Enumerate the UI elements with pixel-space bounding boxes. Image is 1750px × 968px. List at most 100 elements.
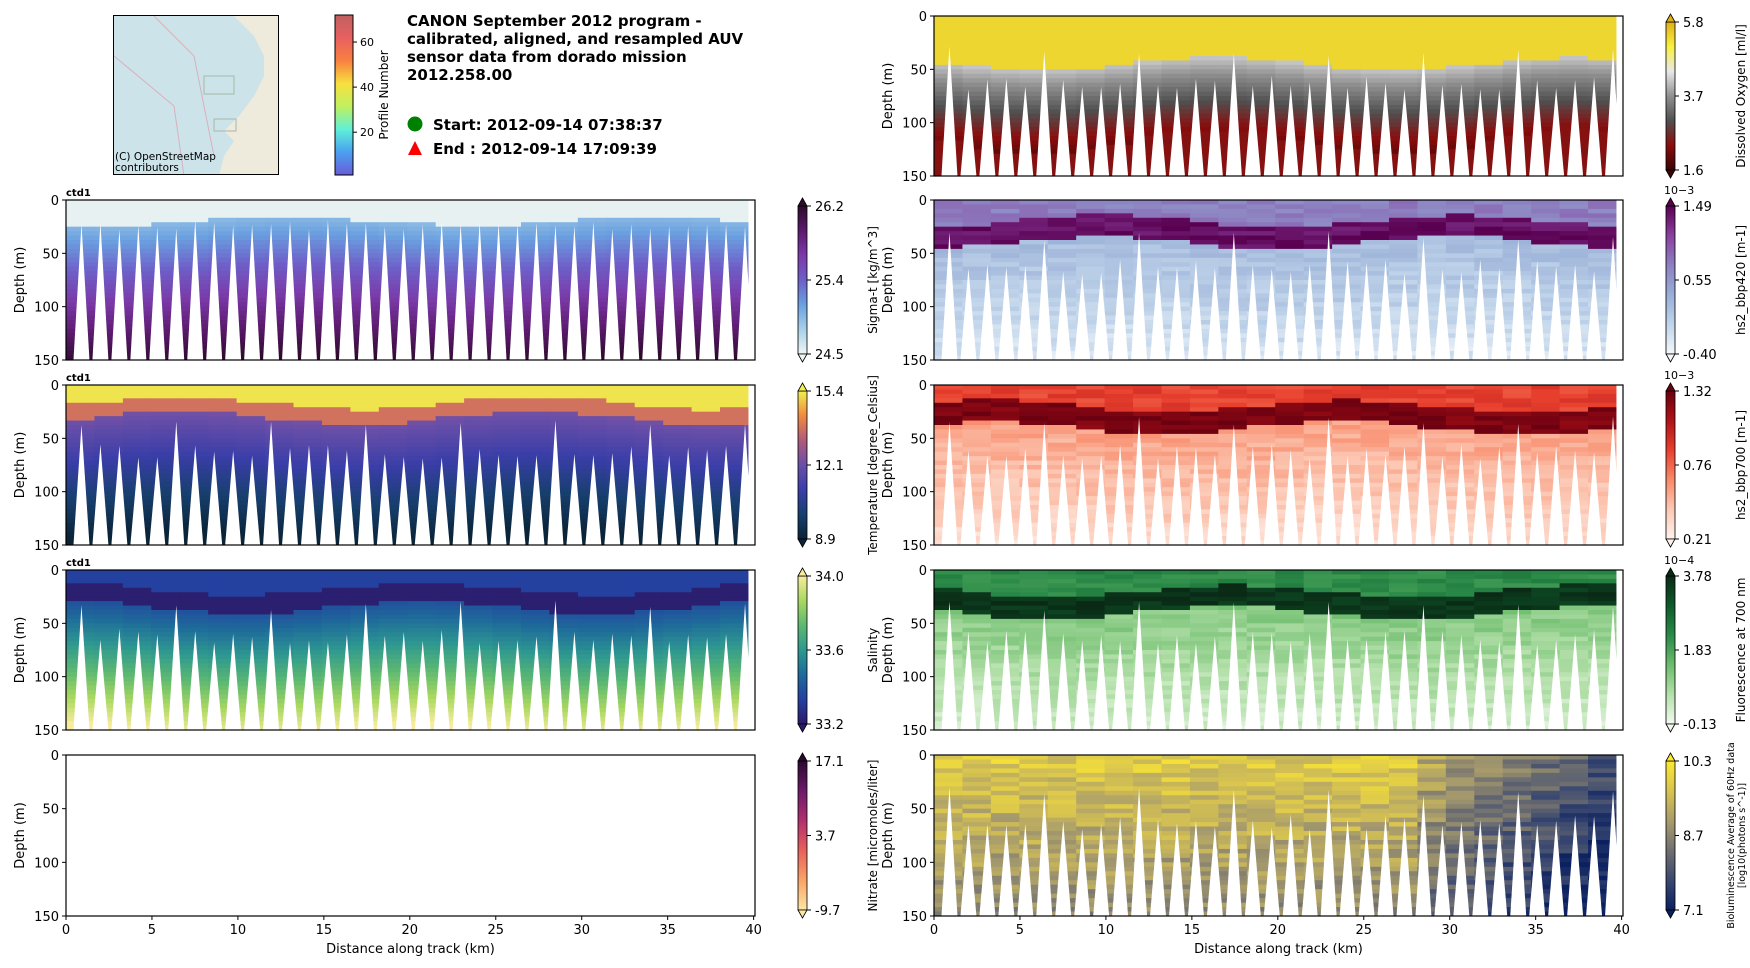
heatmap-cell <box>407 447 437 453</box>
heatmap-cell <box>435 385 465 391</box>
heatmap-cell <box>1161 29 1191 35</box>
heatmap-cell <box>962 311 992 317</box>
heatmap-cell <box>934 231 964 237</box>
heatmap-cell <box>293 385 323 391</box>
heatmap-cell <box>1076 447 1106 453</box>
heatmap-cell <box>1246 275 1276 281</box>
heatmap-cell <box>691 451 721 457</box>
heatmap-cell <box>1076 248 1106 254</box>
heatmap-cell <box>1133 433 1163 439</box>
heatmap-cell <box>1246 302 1276 308</box>
heatmap-cell <box>1189 469 1219 475</box>
heatmap-cell <box>66 389 96 395</box>
heatmap-cell <box>1161 244 1191 250</box>
heatmap-cell <box>962 342 992 348</box>
heatmap-cell <box>1019 425 1049 431</box>
heatmap-cell <box>663 527 693 533</box>
heatmap-cell <box>1417 389 1447 395</box>
heatmap-cell <box>1588 253 1618 259</box>
heatmap-cell <box>1445 231 1475 237</box>
heatmap-cell <box>1588 162 1618 168</box>
heatmap-cell <box>1474 447 1504 453</box>
heatmap-cell <box>236 632 266 638</box>
heatmap-cell <box>236 627 266 633</box>
heatmap-cell <box>1388 447 1419 453</box>
heatmap-cell <box>208 627 238 633</box>
heatmap-cell <box>1303 505 1333 511</box>
heatmap-cell <box>407 385 437 391</box>
profile-gap <box>1244 446 1261 545</box>
heatmap-cell <box>1019 29 1049 35</box>
heatmap-cell <box>1502 407 1532 413</box>
heatmap-cell <box>1360 487 1390 493</box>
heatmap-cell <box>464 425 494 431</box>
heatmap-cell <box>1332 87 1362 93</box>
heatmap-cell <box>934 398 964 404</box>
heatmap-cell <box>1588 38 1618 44</box>
heatmap-cell <box>265 407 295 413</box>
heatmap-cell <box>1189 109 1219 115</box>
heatmap-cell <box>435 416 465 422</box>
heatmap-cell <box>435 605 465 611</box>
profile-gap <box>414 224 431 360</box>
heatmap-cell <box>208 540 238 545</box>
profile-gap <box>566 225 583 360</box>
heatmap-cell <box>720 465 750 471</box>
heatmap-cell <box>1588 109 1618 115</box>
heatmap-cell <box>378 302 408 308</box>
heatmap-cell <box>1161 222 1191 228</box>
heatmap-cell <box>1189 29 1219 35</box>
heatmap-cell <box>208 262 238 268</box>
heatmap-cell <box>962 465 992 471</box>
map-attribution: (C) OpenStreetMap contributors <box>115 151 216 174</box>
heatmap-cell <box>691 208 721 214</box>
end-marker-icon <box>408 141 422 155</box>
heatmap-cell <box>1360 451 1390 457</box>
heatmap-cell <box>1303 231 1333 237</box>
profile-gap <box>1074 458 1091 545</box>
heatmap-cell <box>208 320 238 326</box>
heatmap-cell <box>265 320 295 326</box>
profile-gap <box>941 422 958 545</box>
heatmap-cell <box>1303 266 1333 272</box>
heatmap-cell <box>1275 433 1305 439</box>
heatmap-cell <box>1161 385 1191 391</box>
heatmap-cell <box>350 402 380 408</box>
heatmap-cell <box>265 610 295 616</box>
heatmap-cell <box>321 257 351 263</box>
heatmap-cell <box>1588 442 1618 448</box>
heatmap-cell <box>1218 244 1248 250</box>
heatmap-cell <box>1588 284 1618 290</box>
heatmap-cell <box>151 456 181 462</box>
heatmap-cell <box>1588 204 1618 210</box>
heatmap-cell <box>151 491 181 497</box>
heatmap-cell <box>577 213 607 219</box>
profile-gap <box>1263 75 1280 176</box>
heatmap-cell <box>962 416 992 422</box>
heatmap-cell <box>1133 208 1163 214</box>
heatmap-cell <box>151 266 181 272</box>
heatmap-cell <box>634 222 664 228</box>
heatmap-cell <box>1360 280 1390 286</box>
figure-title: CANON September 2012 program - calibrate… <box>407 12 787 84</box>
heatmap-cell <box>321 248 351 254</box>
heatmap-cell <box>1360 351 1390 357</box>
colorbar-tick-label: -0.40 <box>1683 348 1717 363</box>
heatmap-cell <box>720 482 750 488</box>
heatmap-cell <box>1246 153 1276 159</box>
heatmap-cell <box>1417 487 1447 493</box>
heatmap-cell <box>962 275 992 281</box>
heatmap-cell <box>1076 127 1106 133</box>
heatmap-cell <box>1445 433 1475 439</box>
heatmap-cell <box>1445 20 1475 26</box>
heatmap-cell <box>1019 104 1049 110</box>
heatmap-cell <box>1246 451 1276 457</box>
heatmap-cell <box>350 429 380 435</box>
heatmap-cell <box>179 398 209 404</box>
heatmap-cell <box>151 337 181 343</box>
heatmap-cell <box>1019 100 1049 106</box>
heatmap-cell <box>321 469 351 475</box>
heatmap-cell <box>265 623 295 629</box>
heatmap-cell <box>464 447 494 453</box>
heatmap-cell <box>94 632 124 638</box>
